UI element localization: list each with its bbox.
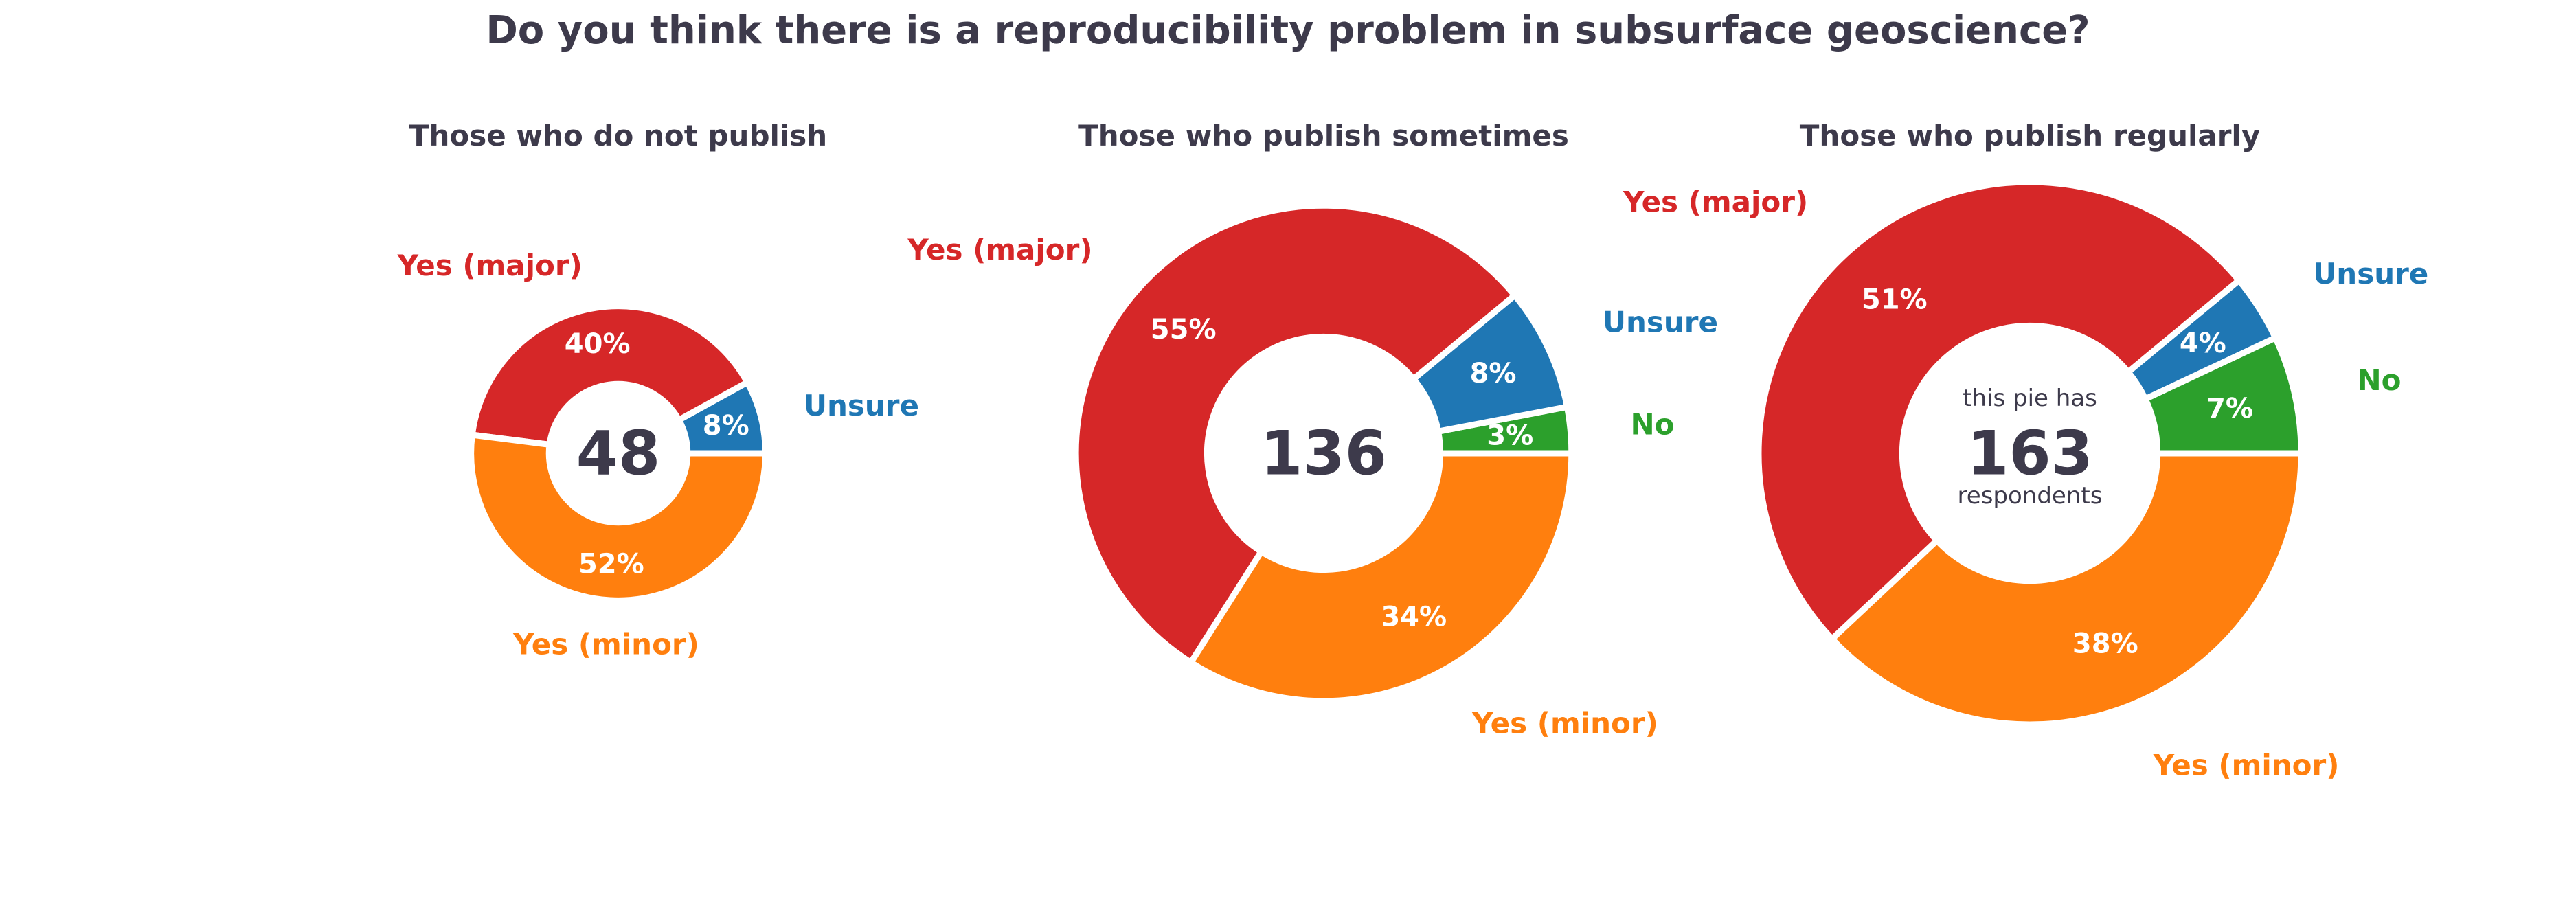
center-count: 163 bbox=[1967, 418, 2093, 489]
donut-chart-3: Those who publish regularly 7% No 4% Unsure 5… bbox=[1623, 119, 2428, 782]
subplot-title: Those who publish sometimes bbox=[1078, 119, 1569, 152]
slice-category-label: No bbox=[1631, 407, 1675, 441]
pie-slice-yes-minor bbox=[468, 431, 769, 604]
chart-title: Do you think there is a reproducibility … bbox=[486, 8, 2090, 53]
subplot-title: Those who do not publish bbox=[409, 119, 827, 152]
center-caption-top: this pie has bbox=[1963, 385, 2097, 412]
pie-slice-yes-minor bbox=[1827, 450, 2305, 728]
slice-percent-label: 55% bbox=[1151, 314, 1217, 345]
slice-category-label: Yes (minor) bbox=[512, 628, 699, 661]
slice-percent-label: 51% bbox=[1862, 284, 1928, 315]
slice-category-label: Unsure bbox=[2313, 257, 2428, 291]
slice-percent-label: 34% bbox=[1381, 602, 1447, 633]
slice-category-label: Yes (major) bbox=[1623, 185, 1808, 218]
slice-category-label: No bbox=[2357, 363, 2401, 397]
slice-category-label: Yes (major) bbox=[397, 249, 583, 282]
pie-slice-yes-major bbox=[468, 303, 752, 448]
center-caption-bottom: respondents bbox=[1958, 482, 2103, 510]
slice-category-label: Unsure bbox=[1603, 306, 1718, 339]
slice-category-label: Yes (major) bbox=[907, 233, 1092, 266]
donut-chart-1: Those who do not publish 8% Unsure 40% Yes (… bbox=[397, 119, 919, 661]
pie-slice-yes-minor bbox=[1186, 450, 1575, 705]
center-count: 48 bbox=[576, 418, 660, 489]
slice-percent-label: 8% bbox=[1470, 358, 1517, 389]
slice-percent-label: 3% bbox=[1487, 420, 1533, 451]
center-count: 136 bbox=[1261, 418, 1387, 489]
slice-category-label: Yes (minor) bbox=[2153, 748, 2340, 782]
donut-chart-2: Those who publish sometimes 3% No 8% Unsure 5… bbox=[907, 119, 1718, 740]
subplot-title: Those who publish regularly bbox=[1800, 119, 2260, 152]
slice-percent-label: 7% bbox=[2206, 393, 2253, 424]
pie-slice-yes-major bbox=[1755, 179, 2244, 644]
slice-percent-label: 40% bbox=[565, 328, 631, 360]
pie-slice-yes-major bbox=[1072, 202, 1519, 667]
slice-category-label: Unsure bbox=[804, 389, 919, 422]
slice-percent-label: 38% bbox=[2072, 628, 2138, 659]
slice-percent-label: 52% bbox=[578, 549, 644, 580]
slice-percent-label: 8% bbox=[703, 410, 749, 442]
slice-percent-label: 4% bbox=[2180, 328, 2226, 359]
slice-category-label: Yes (minor) bbox=[1471, 707, 1658, 740]
